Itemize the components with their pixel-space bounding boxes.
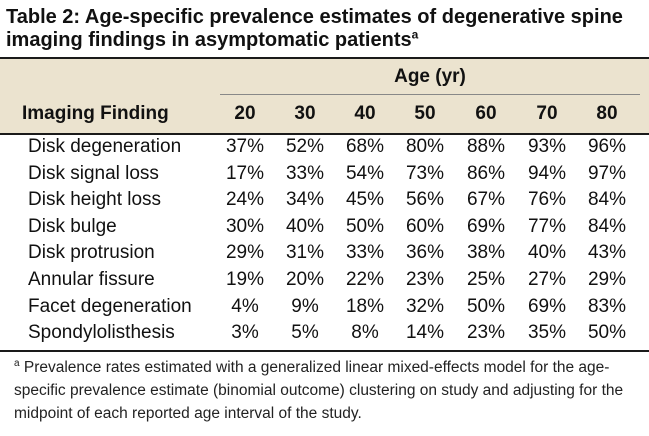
table-cell: 94% bbox=[527, 162, 567, 184]
table-row: Disk bulge 30% 40% 50% 60% 69% 77% 84% bbox=[0, 215, 649, 242]
table-title: Table 2: Age-specific prevalence estimat… bbox=[6, 6, 643, 52]
table-cell: 96% bbox=[587, 136, 627, 157]
table-row: Spondylolisthesis 3% 5% 8% 14% 23% 35% 5… bbox=[0, 321, 649, 348]
age-column-header: 80 bbox=[596, 103, 618, 124]
table-cell: 37% bbox=[225, 136, 265, 157]
age-group-header: Age (yr) bbox=[394, 66, 466, 87]
table-cell: 69% bbox=[527, 295, 567, 317]
table-cell: 17% bbox=[225, 162, 265, 184]
table-cell: 23% bbox=[466, 322, 506, 344]
table-body: Disk degeneration 37% 52% 68% 80% 88% 93… bbox=[0, 135, 649, 348]
row-label: Disk degeneration bbox=[28, 136, 182, 157]
table-cell: 20% bbox=[285, 268, 325, 290]
table-cell: 36% bbox=[405, 242, 445, 264]
table-cell: 56% bbox=[405, 189, 445, 211]
table-cell: 50% bbox=[345, 215, 385, 237]
header-rule bbox=[0, 133, 649, 135]
table-cell: 52% bbox=[285, 136, 325, 157]
row-label: Disk bulge bbox=[28, 215, 117, 237]
table-cell: 22% bbox=[345, 268, 385, 290]
row-label: Disk signal loss bbox=[28, 162, 159, 184]
table-cell: 29% bbox=[225, 242, 265, 264]
table-cell: 50% bbox=[466, 295, 506, 317]
table-cell: 31% bbox=[285, 242, 325, 264]
table-footnote: a Prevalence rates estimated with a gene… bbox=[14, 356, 642, 425]
table-cell: 23% bbox=[405, 268, 445, 290]
table-cell: 40% bbox=[285, 215, 325, 237]
table-cell: 9% bbox=[291, 295, 319, 317]
footnote-marker: a bbox=[14, 357, 20, 369]
table-cell: 30% bbox=[225, 215, 265, 237]
age-column-header: 60 bbox=[475, 103, 497, 124]
table-cell: 8% bbox=[351, 322, 379, 344]
row-label: Facet degeneration bbox=[28, 295, 192, 317]
table-cell: 84% bbox=[587, 215, 627, 237]
table-cell: 93% bbox=[527, 136, 567, 157]
table-cell: 33% bbox=[345, 242, 385, 264]
table-cell: 88% bbox=[466, 136, 506, 157]
table-cell: 60% bbox=[405, 215, 445, 237]
table-cell: 25% bbox=[466, 268, 506, 290]
bottom-rule bbox=[0, 350, 649, 352]
table-row: Disk height loss 24% 34% 45% 56% 67% 76%… bbox=[0, 188, 649, 215]
table-cell: 24% bbox=[225, 189, 265, 211]
top-rule bbox=[0, 57, 649, 59]
table-cell: 35% bbox=[527, 322, 567, 344]
table-cell: 5% bbox=[291, 322, 319, 344]
table-cell: 40% bbox=[527, 242, 567, 264]
table-cell: 43% bbox=[587, 242, 627, 264]
age-column-header: 40 bbox=[354, 103, 376, 124]
table-cell: 14% bbox=[405, 322, 445, 344]
table-cell: 67% bbox=[466, 189, 506, 211]
imaging-finding-header: Imaging Finding bbox=[22, 103, 169, 124]
table-cell: 54% bbox=[345, 162, 385, 184]
table-cell: 33% bbox=[285, 162, 325, 184]
table-cell: 38% bbox=[466, 242, 506, 264]
table-cell: 19% bbox=[225, 268, 265, 290]
table-cell: 73% bbox=[405, 162, 445, 184]
table-cell: 83% bbox=[587, 295, 627, 317]
row-label: Disk protrusion bbox=[28, 242, 155, 264]
table-cell: 97% bbox=[587, 162, 627, 184]
table-cell: 84% bbox=[587, 189, 627, 211]
table-row: Disk signal loss 17% 33% 54% 73% 86% 94%… bbox=[0, 162, 649, 189]
table-cell: 80% bbox=[405, 136, 445, 157]
table-cell: 32% bbox=[405, 295, 445, 317]
age-column-header: 30 bbox=[294, 103, 316, 124]
table-row: Annular fissure 19% 20% 22% 23% 25% 27% … bbox=[0, 268, 649, 295]
table-cell: 27% bbox=[527, 268, 567, 290]
table-cell: 45% bbox=[345, 189, 385, 211]
header-band bbox=[0, 59, 649, 133]
table-cell: 34% bbox=[285, 189, 325, 211]
age-column-header: 20 bbox=[234, 103, 256, 124]
age-column-header: 50 bbox=[414, 103, 436, 124]
table-cell: 4% bbox=[231, 295, 259, 317]
table-title-text: Table 2: Age-specific prevalence estimat… bbox=[6, 6, 623, 51]
table-cell: 77% bbox=[527, 215, 567, 237]
table-cell: 3% bbox=[231, 322, 259, 344]
table-cell: 69% bbox=[466, 215, 506, 237]
table-cell: 29% bbox=[587, 268, 627, 290]
row-label: Annular fissure bbox=[28, 268, 155, 290]
age-column-header: 70 bbox=[536, 103, 558, 124]
table-row: Facet degeneration 4% 9% 18% 32% 50% 69%… bbox=[0, 295, 649, 322]
table-cell: 86% bbox=[466, 162, 506, 184]
table-cell: 18% bbox=[345, 295, 385, 317]
table-cell: 50% bbox=[587, 322, 627, 344]
footnote-text: Prevalence rates estimated with a genera… bbox=[14, 359, 624, 422]
row-label: Disk height loss bbox=[28, 189, 162, 211]
table-cell: 76% bbox=[527, 189, 567, 211]
age-group-underline bbox=[220, 94, 640, 95]
title-footnote-marker: a bbox=[411, 27, 419, 42]
table-row: Disk degeneration 37% 52% 68% 80% 88% 93… bbox=[0, 135, 649, 162]
table-row: Disk protrusion 29% 31% 33% 36% 38% 40% … bbox=[0, 241, 649, 268]
table-cell: 68% bbox=[345, 136, 385, 157]
row-label: Spondylolisthesis bbox=[28, 322, 175, 344]
